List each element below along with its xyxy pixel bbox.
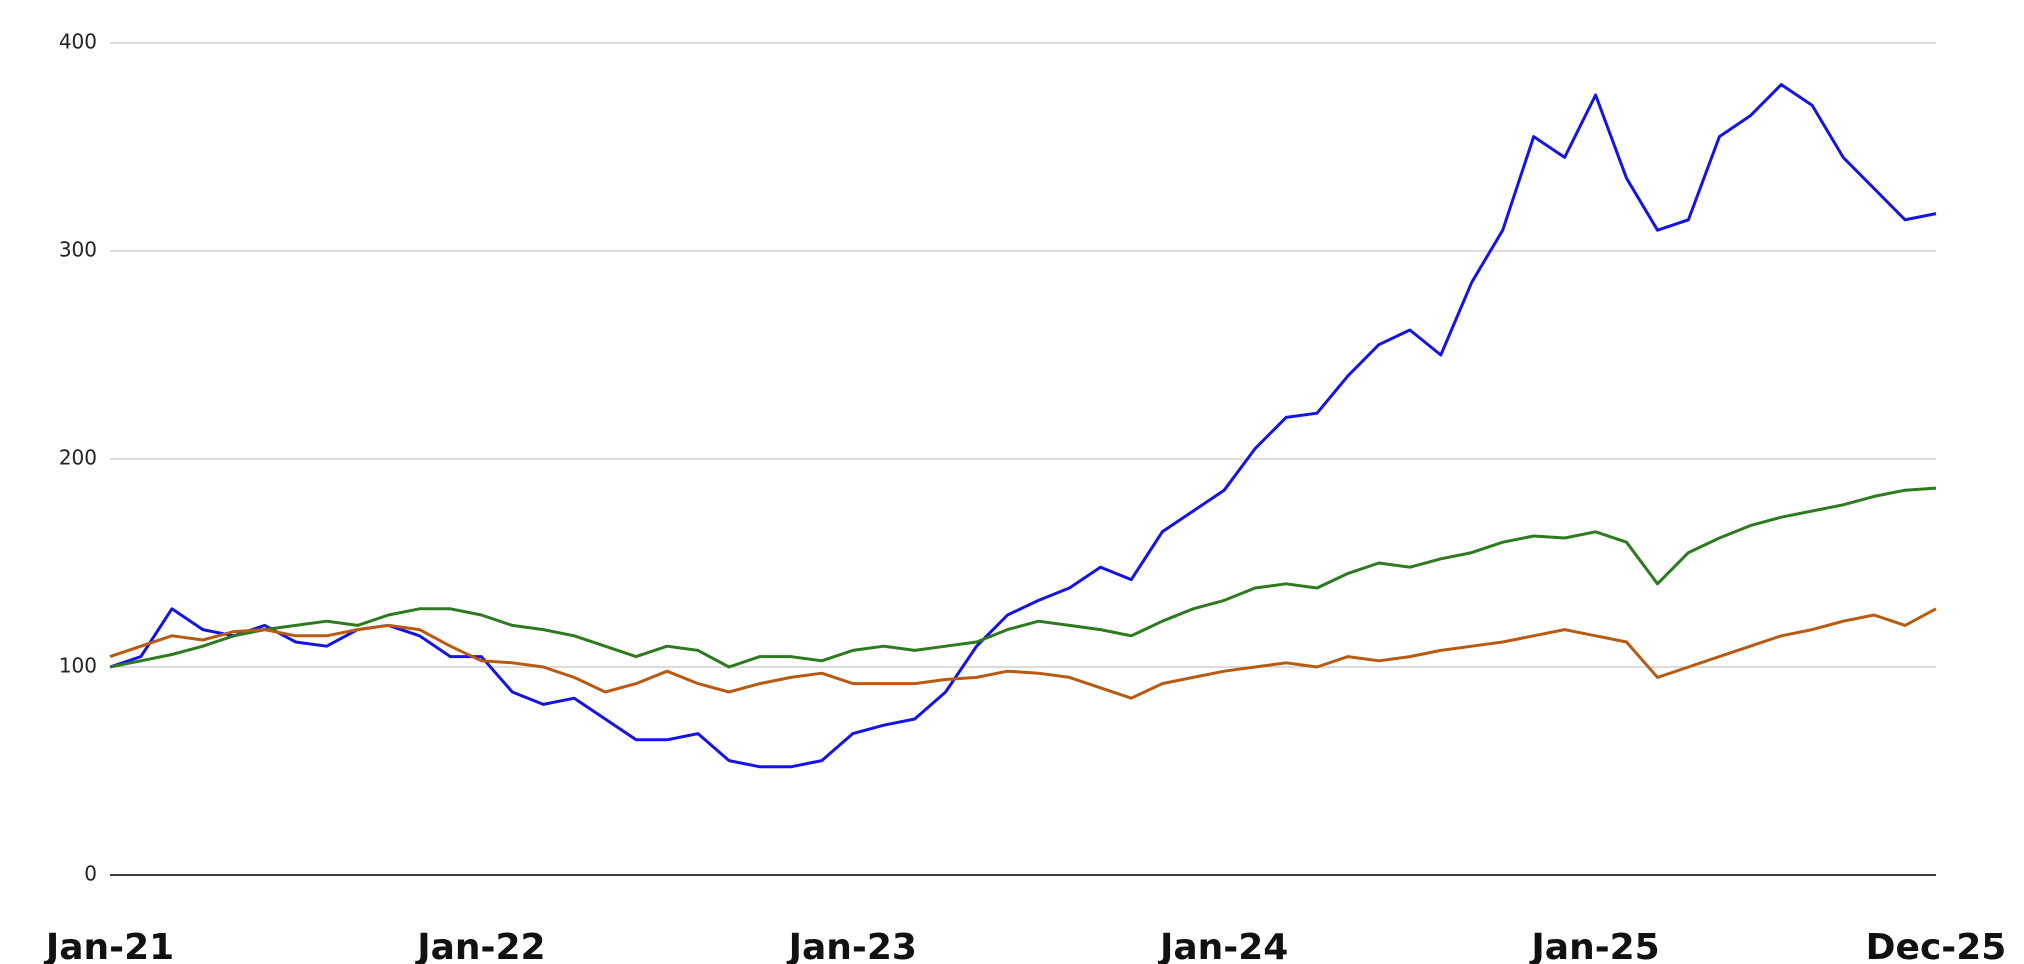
x-tick-label: Jan-24 (1157, 927, 1288, 964)
x-tick-label: Jan-23 (786, 927, 917, 964)
y-tick-label: 0 (84, 862, 97, 886)
series-line (109, 607, 1937, 700)
y-tick-label: 100 (59, 654, 97, 678)
y-tick-label: 400 (59, 30, 97, 54)
y-tick-label: 300 (59, 238, 97, 262)
x-tick-label: Jan-21 (43, 927, 174, 964)
series-line (109, 83, 1937, 769)
x-tick-label: Jan-22 (414, 927, 545, 964)
y-tick-label: 200 (59, 446, 97, 470)
x-tick-label: Jan-25 (1528, 927, 1659, 964)
x-tick-label: Dec-25 (1866, 927, 2007, 964)
series-line (109, 486, 1937, 669)
